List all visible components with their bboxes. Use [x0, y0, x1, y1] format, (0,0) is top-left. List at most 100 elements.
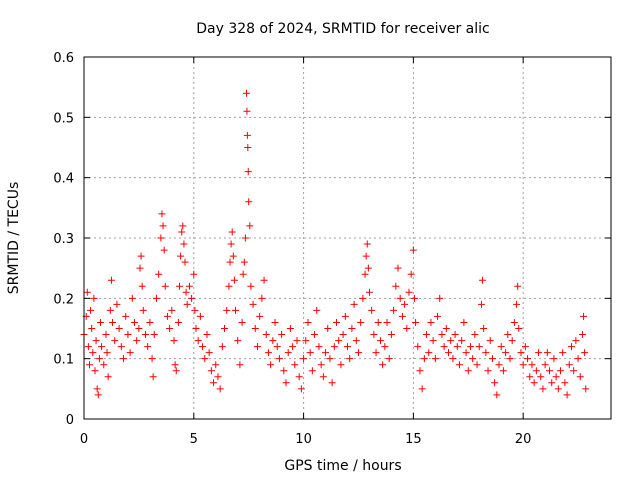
data-point — [289, 343, 297, 351]
data-point — [313, 306, 321, 314]
data-point — [409, 246, 417, 254]
data-point — [398, 312, 406, 320]
data-point — [328, 379, 336, 387]
data-point — [374, 318, 382, 326]
data-point — [508, 337, 516, 345]
data-point — [528, 361, 536, 369]
data-point — [85, 361, 93, 369]
x-tick-label: 15 — [405, 432, 422, 447]
data-point — [392, 282, 400, 290]
data-point — [146, 318, 154, 326]
data-point — [295, 373, 303, 381]
data-point — [514, 282, 522, 290]
data-point — [479, 276, 487, 284]
data-point — [480, 325, 488, 332]
data-point — [414, 343, 422, 351]
data-point — [139, 306, 147, 314]
data-point — [333, 318, 341, 326]
data-point — [350, 300, 358, 308]
data-point — [203, 331, 211, 339]
data-point — [155, 270, 163, 278]
data-point — [401, 300, 409, 308]
plot-frame — [83, 56, 612, 420]
data-point — [458, 337, 466, 345]
x-axis-title: GPS time / hours — [284, 458, 401, 474]
data-point — [368, 306, 376, 314]
data-point — [563, 391, 571, 399]
data-point — [559, 349, 567, 357]
data-point — [273, 343, 281, 351]
data-point — [166, 325, 174, 332]
data-point — [488, 355, 496, 363]
data-point — [425, 349, 433, 357]
data-point — [190, 270, 198, 278]
data-point — [326, 355, 334, 363]
data-point — [258, 294, 266, 302]
data-point — [410, 294, 418, 302]
data-point — [212, 361, 220, 369]
data-point — [308, 367, 316, 375]
data-point — [484, 367, 492, 375]
data-point — [183, 300, 191, 308]
data-point — [352, 337, 360, 345]
chart-title: Day 328 of 2024, SRMTID for receiver ali… — [196, 21, 489, 37]
data-point — [300, 355, 308, 363]
data-point — [311, 331, 319, 339]
data-point — [387, 331, 395, 339]
data-point — [365, 288, 373, 296]
data-point — [442, 325, 450, 332]
data-point — [499, 367, 507, 375]
data-point — [241, 234, 249, 242]
data-point — [306, 349, 314, 357]
data-point — [363, 240, 371, 248]
data-point — [205, 349, 213, 357]
data-point — [152, 294, 160, 302]
data-point — [171, 361, 179, 369]
data-point — [434, 312, 442, 320]
data-point — [486, 337, 494, 345]
data-point — [364, 264, 372, 272]
y-axis-title: SRMTID / TECUs — [6, 182, 22, 295]
data-point — [335, 337, 343, 345]
y-tick-label: 0.3 — [53, 232, 74, 247]
data-point — [135, 325, 143, 332]
data-point — [440, 343, 448, 351]
data-point — [240, 258, 248, 266]
y-tick-label: 0.2 — [53, 292, 74, 307]
data-point — [242, 89, 250, 97]
data-point — [216, 385, 224, 393]
data-point — [405, 288, 413, 296]
data-point — [243, 107, 251, 115]
data-point — [113, 300, 121, 308]
data-point — [471, 331, 479, 339]
data-point — [182, 288, 190, 296]
data-point — [109, 318, 117, 326]
data-point — [161, 282, 169, 290]
data-point — [228, 228, 236, 236]
data-point — [453, 343, 461, 351]
data-point — [396, 294, 404, 302]
data-point — [286, 325, 294, 332]
data-point — [362, 252, 370, 260]
data-point — [238, 318, 246, 326]
data-point — [466, 343, 474, 351]
data-point — [141, 331, 149, 339]
data-point — [92, 337, 100, 345]
data-point — [517, 349, 525, 357]
data-point — [403, 325, 411, 332]
x-tick-label: 5 — [190, 432, 198, 447]
data-point — [510, 318, 518, 326]
data-point — [447, 337, 455, 345]
data-point — [582, 385, 590, 393]
data-point — [157, 234, 165, 242]
data-point — [354, 349, 362, 357]
data-point — [449, 355, 457, 363]
data-point — [385, 355, 393, 363]
data-point — [102, 331, 110, 339]
data-point — [98, 343, 106, 351]
data-point — [131, 318, 139, 326]
data-point — [284, 349, 292, 357]
data-point — [179, 222, 187, 230]
data-point — [330, 343, 338, 351]
